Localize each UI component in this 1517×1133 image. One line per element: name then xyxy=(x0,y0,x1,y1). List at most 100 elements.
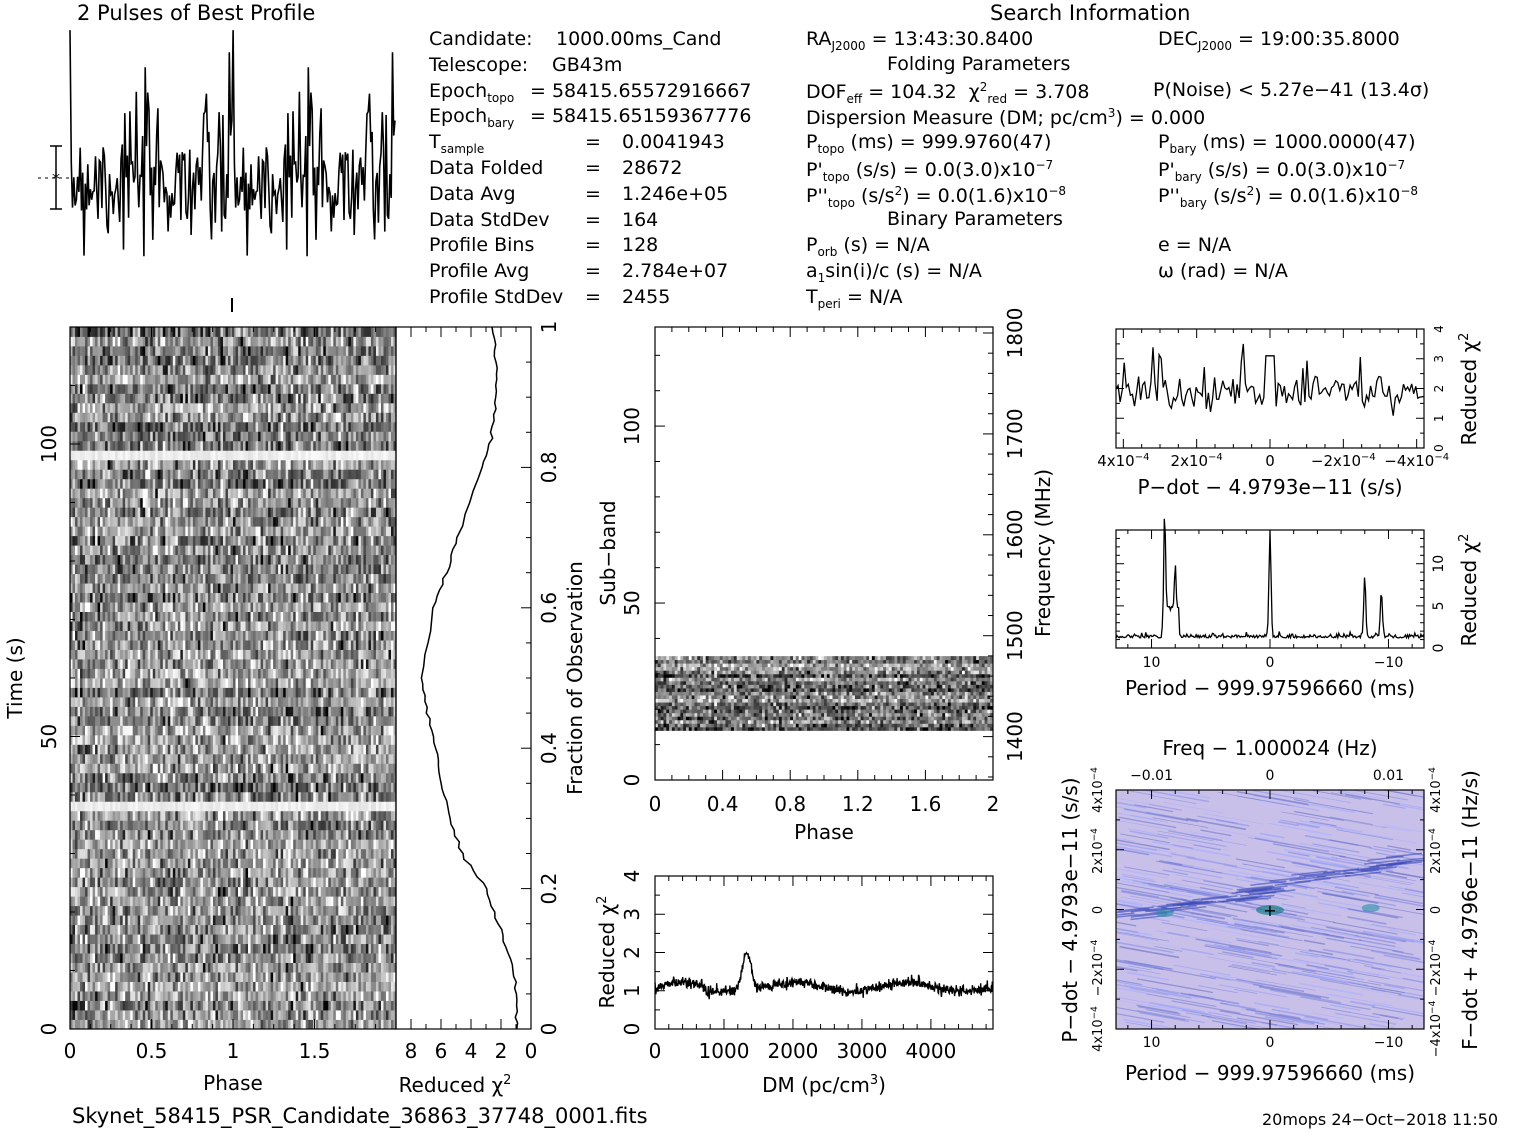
pixel xyxy=(135,782,139,793)
pixel xyxy=(160,696,164,707)
pixel xyxy=(313,687,317,698)
pixel xyxy=(130,934,134,945)
pixel xyxy=(97,934,101,945)
pixel xyxy=(125,678,129,688)
pixel xyxy=(147,820,151,831)
pixel xyxy=(180,668,184,679)
pixel xyxy=(285,696,289,707)
pixel xyxy=(200,678,204,688)
pixel xyxy=(285,1010,289,1020)
pixel xyxy=(77,820,81,831)
pixel xyxy=(340,905,344,916)
pixel xyxy=(87,972,91,982)
pixel xyxy=(323,953,327,963)
pixel xyxy=(80,715,83,726)
pixel xyxy=(207,696,211,707)
pixel xyxy=(70,801,73,812)
pixel xyxy=(105,972,109,982)
pixel xyxy=(217,962,221,973)
pixel xyxy=(335,981,339,992)
pixel xyxy=(135,791,139,802)
pixel xyxy=(305,696,309,707)
pixel xyxy=(268,753,272,764)
pixel xyxy=(147,706,151,717)
pixel xyxy=(197,687,201,698)
pixel xyxy=(155,886,159,897)
pixel xyxy=(378,1000,382,1011)
pixel xyxy=(238,867,241,878)
pixel xyxy=(162,896,166,907)
pixel xyxy=(268,905,272,916)
pixel xyxy=(195,782,199,793)
pixel xyxy=(230,962,234,973)
pixel xyxy=(233,839,236,850)
pixel xyxy=(283,696,287,707)
pixel xyxy=(243,725,246,736)
pixel xyxy=(122,915,126,926)
pixel xyxy=(217,668,221,679)
pixel xyxy=(385,668,389,679)
pixel xyxy=(70,915,73,926)
pixel xyxy=(303,934,307,945)
pixel xyxy=(343,915,347,926)
pixel xyxy=(255,858,259,869)
pixel xyxy=(220,953,224,963)
pixel xyxy=(117,924,121,935)
pixel xyxy=(160,668,164,679)
pixel xyxy=(333,782,337,793)
pixel xyxy=(263,668,266,679)
pixel xyxy=(190,696,194,707)
pixel xyxy=(120,858,124,869)
pixel xyxy=(85,772,88,783)
pixel xyxy=(92,972,96,982)
pixel xyxy=(378,829,382,840)
pixel xyxy=(385,753,389,764)
pixel xyxy=(190,744,194,755)
pixel xyxy=(147,829,151,840)
pixel xyxy=(140,896,144,907)
pixel xyxy=(72,801,76,812)
pixel xyxy=(313,772,317,783)
pixel xyxy=(350,934,354,945)
pixel xyxy=(348,687,352,698)
pixel xyxy=(110,896,114,907)
pixel xyxy=(288,744,292,755)
pixel xyxy=(275,829,279,840)
pixel xyxy=(243,744,246,755)
pixel xyxy=(305,877,309,888)
pixel xyxy=(358,953,362,963)
pixel xyxy=(255,972,259,982)
pixel xyxy=(110,829,114,840)
pixel xyxy=(155,1019,159,1030)
pixel xyxy=(225,753,229,764)
pixel xyxy=(220,972,224,982)
pixel xyxy=(155,896,159,907)
pixel xyxy=(323,810,327,821)
pixel xyxy=(92,696,96,707)
pixel xyxy=(235,1019,239,1030)
pixel xyxy=(258,782,261,793)
pixel xyxy=(95,924,98,935)
pixel xyxy=(100,782,103,793)
pixel xyxy=(255,1010,259,1020)
pixel xyxy=(92,915,96,926)
pixel xyxy=(285,858,289,869)
pixel xyxy=(330,991,334,1001)
pixel xyxy=(170,829,174,840)
pixel xyxy=(268,915,272,926)
pixel xyxy=(80,943,83,954)
pixel xyxy=(358,678,362,688)
pixel xyxy=(373,820,377,831)
pixel xyxy=(110,772,114,783)
pixel xyxy=(310,678,314,688)
pixel xyxy=(155,668,159,679)
pixel xyxy=(378,943,382,954)
pixel xyxy=(288,772,292,783)
pixel xyxy=(255,668,259,679)
pixel xyxy=(147,1000,151,1011)
pixel xyxy=(215,839,219,850)
pixel xyxy=(145,820,149,831)
pixel xyxy=(90,915,93,926)
pixel xyxy=(305,839,309,850)
pixel xyxy=(238,791,241,802)
